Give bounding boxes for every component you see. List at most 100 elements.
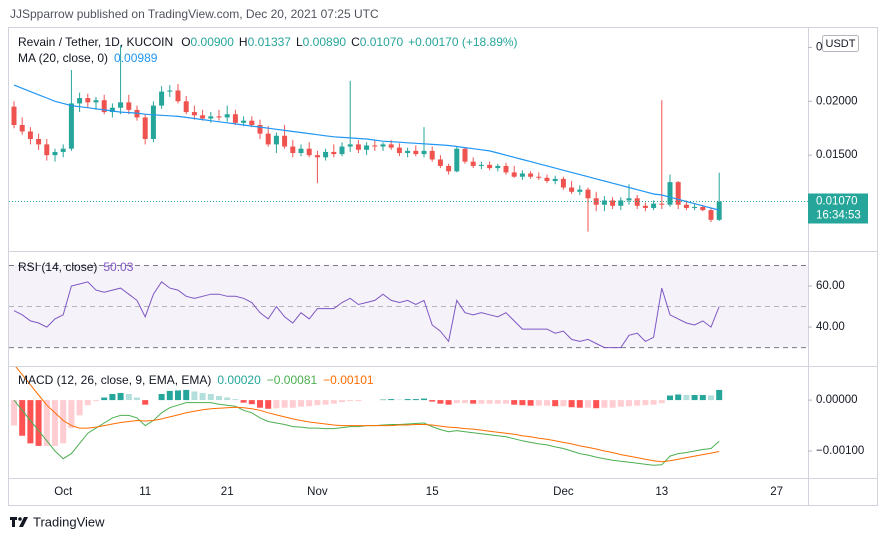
candle-body bbox=[610, 200, 616, 206]
candle-body bbox=[421, 150, 427, 155]
histogram-bar bbox=[568, 400, 575, 408]
histogram-bar bbox=[273, 400, 280, 409]
histogram-bar bbox=[691, 395, 698, 401]
histogram-bar bbox=[626, 400, 632, 407]
x-tick-label: 13 bbox=[655, 486, 668, 498]
countdown: 16:34:53 bbox=[816, 210, 861, 222]
candle-body bbox=[306, 148, 312, 156]
candle-body bbox=[413, 150, 419, 155]
candle-body bbox=[683, 204, 689, 208]
candle-body bbox=[585, 189, 591, 199]
candle-body bbox=[470, 161, 476, 166]
candle-body bbox=[282, 135, 288, 147]
candle-body bbox=[601, 200, 607, 205]
candle-body bbox=[126, 102, 132, 110]
x-tick-label: 27 bbox=[770, 486, 783, 498]
histogram-bar bbox=[339, 400, 345, 403]
logo-part bbox=[12, 517, 15, 527]
ohlc-key: L bbox=[296, 35, 303, 49]
candle-body bbox=[216, 116, 222, 118]
y-tick-label: 0.00000 bbox=[816, 394, 858, 406]
histogram-bar bbox=[437, 400, 444, 404]
histogram-bar bbox=[19, 400, 26, 436]
candle-body bbox=[716, 201, 722, 220]
y-tick-label: 40.00 bbox=[816, 321, 845, 333]
histogram-bar bbox=[552, 400, 559, 407]
candle-body bbox=[109, 107, 115, 113]
histogram-bar bbox=[429, 400, 436, 402]
histogram-bar bbox=[207, 393, 214, 401]
histogram-bar bbox=[248, 400, 255, 405]
candle-body bbox=[667, 182, 673, 205]
candle-body bbox=[60, 148, 66, 152]
candle-body bbox=[692, 206, 698, 208]
rsi-value: 50.03 bbox=[103, 260, 133, 274]
histogram-bar bbox=[232, 399, 239, 401]
candle-body bbox=[11, 106, 17, 125]
candle-body bbox=[569, 187, 575, 192]
y-tick-label: 60.00 bbox=[816, 280, 845, 292]
x-tick-label: 15 bbox=[426, 486, 439, 498]
candle-body bbox=[314, 155, 320, 158]
histogram-bar bbox=[535, 400, 542, 406]
ohlc-key: H bbox=[239, 35, 248, 49]
candle-body bbox=[208, 116, 214, 119]
pane-0 bbox=[11, 45, 722, 232]
currency[interactable]: USDT bbox=[826, 38, 856, 50]
histogram-bar bbox=[667, 395, 673, 401]
candle-body bbox=[298, 148, 304, 154]
candle-body bbox=[380, 144, 386, 147]
histogram-bar bbox=[289, 400, 296, 408]
candle-body bbox=[249, 120, 255, 125]
candle-body bbox=[495, 165, 501, 169]
histogram-bar bbox=[347, 400, 354, 402]
histogram-bar bbox=[101, 397, 108, 401]
candle-body bbox=[44, 144, 50, 156]
ma-value: 0.00989 bbox=[114, 51, 158, 65]
histogram-bar bbox=[142, 400, 149, 405]
candle-body bbox=[429, 150, 435, 160]
candle-body bbox=[200, 115, 206, 119]
candle-body bbox=[487, 164, 493, 169]
histogram-bar bbox=[68, 400, 75, 429]
y-tick-label: 0. bbox=[816, 41, 826, 53]
candle-body bbox=[118, 102, 124, 108]
histogram-bar bbox=[527, 400, 534, 406]
histogram-bar bbox=[84, 400, 91, 406]
histogram-bar bbox=[322, 400, 329, 405]
candle-body bbox=[331, 151, 337, 155]
candle-body bbox=[659, 203, 665, 205]
histogram-bar bbox=[355, 400, 362, 402]
histogram-bar bbox=[617, 400, 624, 407]
chart-frame bbox=[8, 27, 878, 506]
candle-body bbox=[577, 189, 583, 192]
x-tick-label: 11 bbox=[139, 486, 151, 498]
x-tick-label: Dec bbox=[553, 486, 574, 498]
logo-part bbox=[19, 517, 28, 527]
candle-body bbox=[536, 176, 542, 178]
currency-badge[interactable] bbox=[822, 35, 859, 52]
pane-2 bbox=[11, 367, 723, 466]
signal-value: −0.00101 bbox=[323, 373, 374, 387]
histogram-bar bbox=[158, 393, 165, 401]
candle-body bbox=[364, 145, 370, 150]
candle-body bbox=[708, 210, 714, 220]
histogram-bar bbox=[60, 400, 67, 444]
change: +0.00170 (+18.89%) bbox=[408, 35, 517, 49]
pane-1 bbox=[9, 265, 808, 349]
candle-body bbox=[372, 145, 378, 147]
histogram-bar bbox=[544, 400, 550, 406]
candle-body bbox=[150, 105, 156, 139]
histogram-bar bbox=[109, 393, 116, 401]
histogram-bar bbox=[453, 400, 460, 404]
y-tick-label: 0.01500 bbox=[816, 149, 858, 161]
histogram-bar bbox=[166, 390, 173, 401]
candle-body bbox=[634, 198, 640, 206]
x-tick-label: Nov bbox=[307, 486, 328, 498]
macd-line bbox=[13, 399, 720, 466]
price-legend: Revain / Tether, 1D, KUCOIN O0.00900 H0.01… bbox=[18, 35, 518, 49]
candle-body bbox=[191, 112, 197, 116]
candle-body bbox=[175, 90, 181, 102]
histogram-bar bbox=[396, 399, 403, 401]
histogram-bar bbox=[125, 393, 132, 401]
